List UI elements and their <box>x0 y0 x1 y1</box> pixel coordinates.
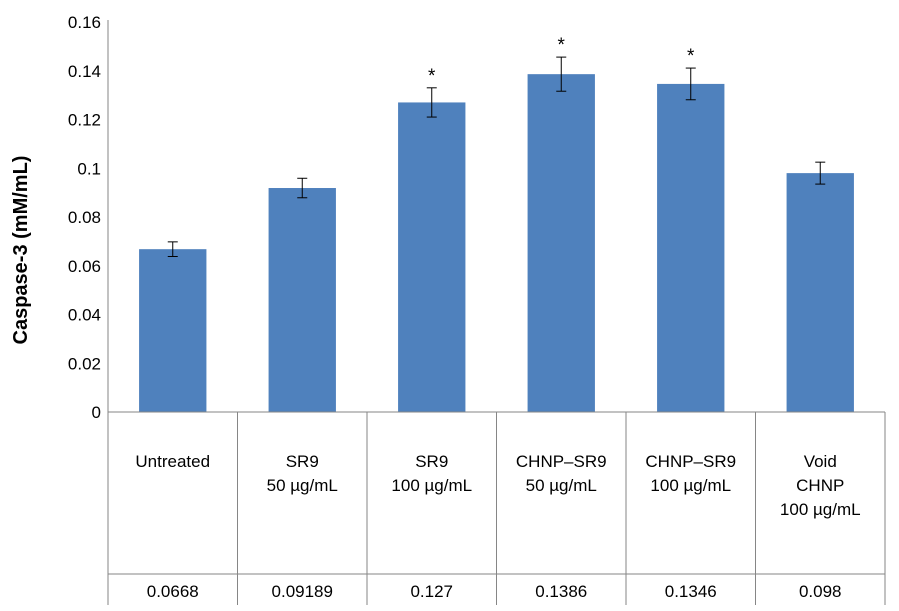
data-table: Untreated 0.0668 SR9 50 µg/mL 0.09189 SR9 100 … <box>108 412 886 605</box>
y-tick-label: 0.06 <box>68 257 101 276</box>
value-label: 0.0668 <box>147 582 199 601</box>
y-tick-label: 0.02 <box>68 354 101 373</box>
y-tick-label: 0.16 <box>68 13 101 32</box>
significance-marker: * <box>687 46 695 67</box>
y-tick-label: 0.1 <box>77 159 101 178</box>
category-label: CHNP–SR9 50 µg/mL <box>516 452 607 495</box>
error-bar <box>167 241 178 257</box>
error-bar <box>685 67 696 101</box>
bar <box>398 102 466 412</box>
category-label: Void CHNP 100 µg/mL <box>780 452 861 519</box>
error-bar <box>297 177 308 199</box>
value-label: 0.098 <box>799 582 842 601</box>
y-tick-label: 0 <box>92 403 101 422</box>
y-axis-label: Caspase-3 (mM/mL) <box>10 156 32 345</box>
bar <box>139 249 207 412</box>
error-bar <box>556 56 567 92</box>
y-tick-label: 0.08 <box>68 208 101 227</box>
value-label: 0.1346 <box>665 582 717 601</box>
bar <box>786 173 854 412</box>
y-tick-label: 0.04 <box>68 306 101 325</box>
bar <box>657 83 725 412</box>
bars: * * * <box>139 35 854 412</box>
category-label: CHNP–SR9 100 µg/mL <box>645 452 736 495</box>
value-label: 0.1386 <box>535 582 587 601</box>
category-label: Untreated <box>135 452 210 471</box>
bar <box>268 188 336 412</box>
category-label: SR9 50 µg/mL <box>267 452 338 495</box>
y-tick-label: 0.12 <box>68 111 101 130</box>
error-bar <box>426 87 437 118</box>
value-label: 0.09189 <box>272 582 333 601</box>
y-axis-ticks: 0 0.02 0.04 0.06 0.08 0.1 0.12 0.14 0.16 <box>68 13 101 422</box>
significance-marker: * <box>558 35 566 56</box>
error-bar <box>815 161 826 185</box>
category-label: SR9 100 µg/mL <box>391 452 472 495</box>
significance-marker: * <box>428 66 436 87</box>
bar <box>527 74 595 412</box>
y-tick-label: 0.14 <box>68 62 101 81</box>
value-label: 0.127 <box>410 582 453 601</box>
